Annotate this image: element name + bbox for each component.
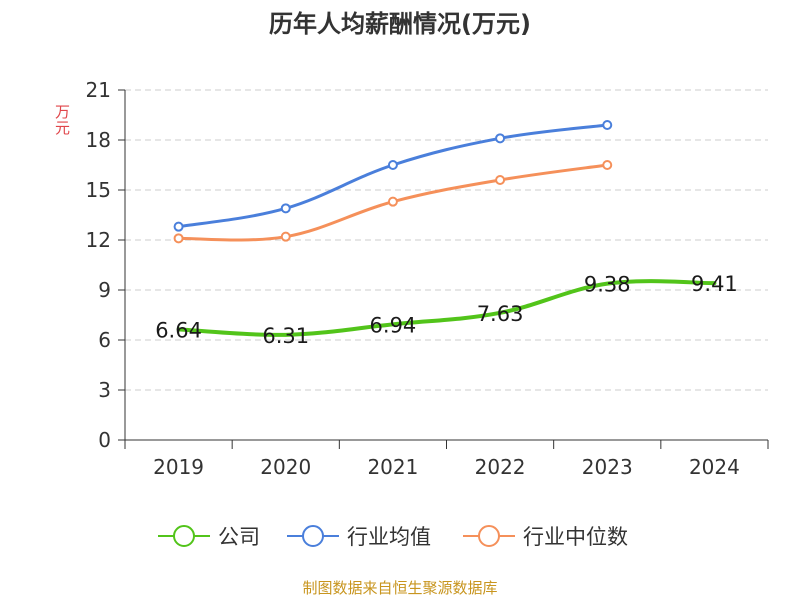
y-tick-label: 3 (98, 378, 111, 402)
series-1-point (387, 160, 398, 170)
data-source-note: 制图数据来自恒生聚源数据库 (302, 579, 498, 597)
chart-legend: 公司 行业均值 行业中位数 (0, 520, 800, 552)
y-tick-label: 9 (98, 278, 111, 302)
legend-item-0[interactable]: 公司 (158, 520, 260, 552)
series-2-point (495, 175, 506, 185)
series-line-0 (176, 279, 717, 337)
series-2-point (280, 231, 291, 242)
legend-symbol (287, 525, 339, 547)
data-label: 6.94 (370, 313, 417, 337)
legend-label: 行业中位数 (523, 525, 628, 549)
y-axis-unit-label: 万元 (53, 104, 71, 136)
series-1-point (602, 120, 613, 130)
x-tick-label: 2024 (689, 455, 740, 479)
data-label: 6.31 (262, 324, 309, 348)
y-tick-label: 0 (98, 428, 111, 452)
series-1-point (173, 221, 184, 232)
x-tick-label: 2020 (260, 455, 311, 479)
series-2-point (173, 233, 184, 244)
legend-symbol (158, 525, 210, 547)
legend-symbol (463, 525, 515, 547)
series-1-point (280, 203, 291, 214)
data-label: 6.64 (155, 318, 202, 342)
data-label: 9.38 (584, 273, 631, 297)
data-label: 9.41 (691, 272, 738, 296)
y-tick-label: 12 (86, 228, 111, 252)
y-tick-label: 15 (86, 178, 111, 202)
x-tick-label: 2019 (153, 455, 204, 479)
legend-label: 行业均值 (347, 525, 431, 549)
legend-item-1[interactable]: 行业均值 (287, 520, 431, 552)
series-2-point (602, 160, 613, 170)
legend-label: 公司 (218, 525, 260, 549)
x-tick-label: 2022 (475, 455, 526, 479)
series-2-point (387, 196, 398, 207)
series-1-point (495, 133, 506, 144)
x-tick-label: 2021 (367, 455, 418, 479)
chart-title: 历年人均薪酬情况(万元) (269, 10, 531, 38)
series-line-1 (177, 123, 609, 229)
data-label: 7.63 (477, 302, 524, 326)
y-tick-label: 6 (98, 328, 111, 352)
legend-item-2[interactable]: 行业中位数 (463, 520, 628, 552)
y-tick-label: 21 (86, 78, 111, 102)
y-tick-label: 18 (86, 128, 111, 152)
x-tick-label: 2023 (582, 455, 633, 479)
